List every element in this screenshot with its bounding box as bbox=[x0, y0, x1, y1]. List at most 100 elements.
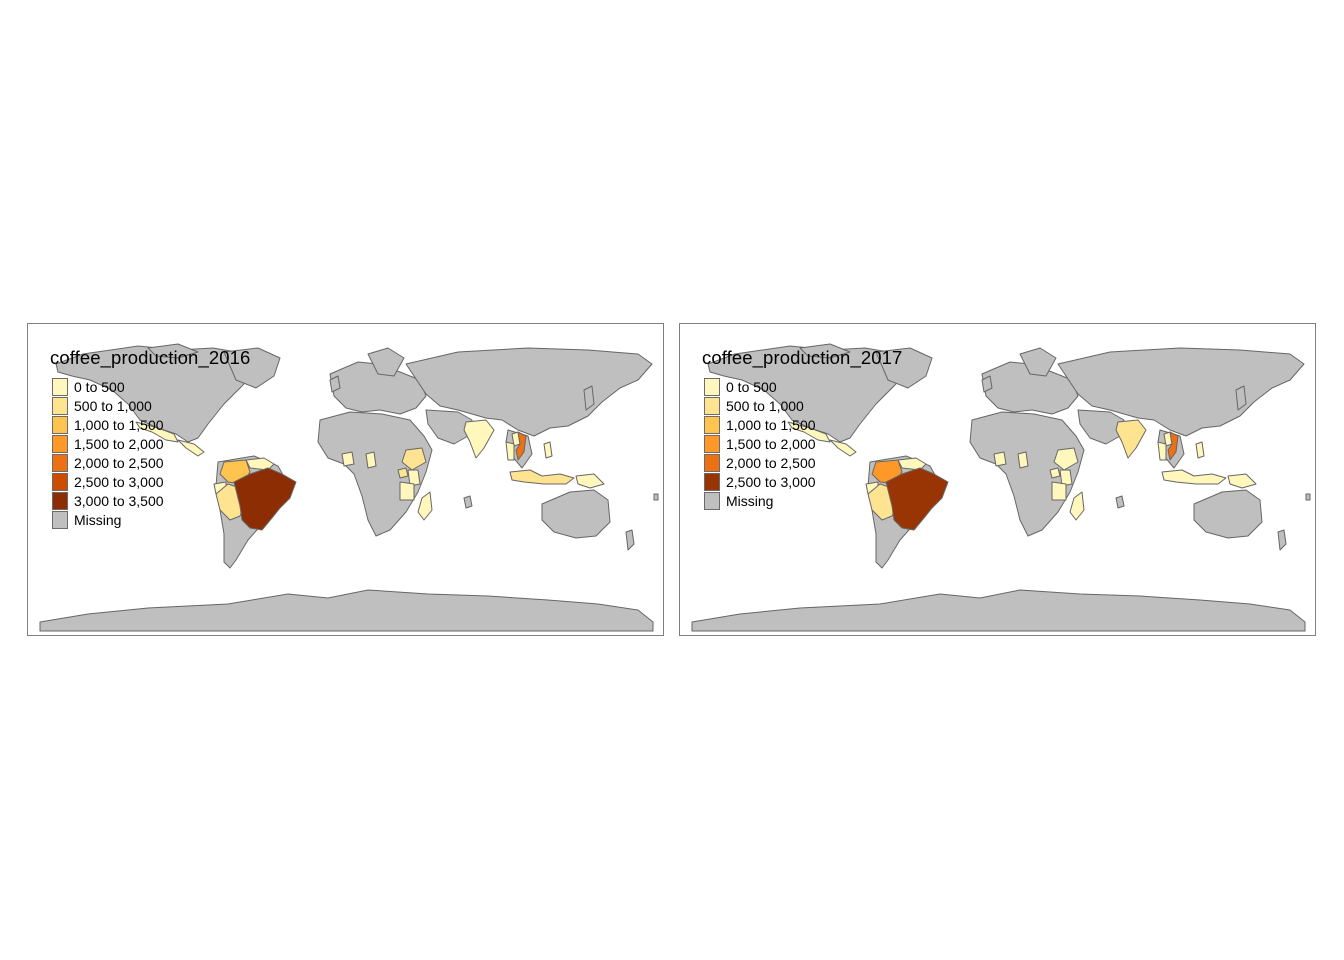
country-indonesia bbox=[1161, 469, 1227, 485]
region-japan bbox=[583, 385, 595, 411]
country-ethiopia bbox=[1053, 447, 1079, 471]
region-uk bbox=[329, 375, 341, 393]
map-title: coffee_production_2017 bbox=[702, 347, 903, 368]
country-png bbox=[575, 473, 605, 489]
country-thailand bbox=[505, 441, 515, 461]
legend-swatch bbox=[52, 396, 68, 415]
country-ivory-coast bbox=[341, 451, 355, 467]
legend-item: 0 to 500 bbox=[52, 377, 164, 396]
legend-item: 2,500 to 3,000 bbox=[52, 472, 164, 491]
region-africa bbox=[969, 411, 1085, 537]
region-small-island-1 bbox=[1115, 495, 1125, 509]
legend-label: 2,500 to 3,000 bbox=[726, 473, 816, 490]
world-map-2016 bbox=[39, 343, 659, 632]
legend-label: 0 to 500 bbox=[74, 378, 125, 395]
country-india bbox=[463, 419, 495, 459]
region-middle-east bbox=[425, 409, 473, 445]
country-uganda bbox=[397, 467, 409, 479]
legend-label: 2,000 to 2,500 bbox=[726, 454, 816, 471]
legend-swatch bbox=[704, 453, 720, 472]
legend-item: 3,000 to 3,500 bbox=[52, 491, 164, 510]
map-legend: 0 to 500 500 to 1,000 1,000 to 1,500 1,500 … bbox=[704, 377, 816, 510]
legend-item: 500 to 1,000 bbox=[52, 396, 164, 415]
region-australia bbox=[1193, 489, 1263, 539]
legend-swatch bbox=[52, 491, 68, 510]
country-philippines bbox=[1195, 441, 1205, 459]
legend-swatch bbox=[704, 377, 720, 396]
country-kenya bbox=[407, 469, 421, 487]
country-brazil bbox=[233, 467, 297, 531]
country-tanzania bbox=[399, 481, 415, 501]
legend-swatch bbox=[52, 510, 68, 529]
legend-swatch bbox=[704, 396, 720, 415]
legend-swatch bbox=[52, 415, 68, 434]
legend-item: 2,000 to 2,500 bbox=[52, 453, 164, 472]
legend-item: 500 to 1,000 bbox=[704, 396, 816, 415]
legend-label: 1,000 to 1,500 bbox=[74, 416, 164, 433]
legend-label: 1,500 to 2,000 bbox=[74, 435, 164, 452]
country-central-america bbox=[829, 439, 857, 457]
region-arctic-islands bbox=[799, 343, 851, 359]
legend-item: Missing bbox=[52, 510, 164, 529]
country-central-america bbox=[177, 439, 205, 457]
region-new-zealand bbox=[625, 529, 635, 551]
country-philippines bbox=[543, 441, 553, 459]
region-australia bbox=[541, 489, 611, 539]
country-indonesia bbox=[509, 469, 575, 485]
legend-label: 500 to 1,000 bbox=[74, 397, 152, 414]
region-middle-east bbox=[1077, 409, 1125, 445]
legend-item: 2,500 to 3,000 bbox=[704, 472, 816, 491]
region-asia bbox=[405, 347, 653, 437]
region-small-island-2 bbox=[653, 493, 659, 501]
legend-label: 0 to 500 bbox=[726, 378, 777, 395]
country-vietnam bbox=[1167, 431, 1179, 461]
legend-label: Missing bbox=[74, 511, 122, 528]
country-india bbox=[1115, 419, 1147, 459]
region-arctic-islands bbox=[147, 343, 199, 359]
legend-item: 1,000 to 1,500 bbox=[52, 415, 164, 434]
legend-swatch bbox=[704, 434, 720, 453]
legend-swatch bbox=[704, 491, 720, 510]
legend-label: 3,000 to 3,500 bbox=[74, 492, 164, 509]
country-png bbox=[1227, 473, 1257, 489]
legend-swatch bbox=[704, 472, 720, 491]
country-vietnam bbox=[515, 431, 527, 461]
legend-swatch bbox=[52, 453, 68, 472]
legend-item: 1,000 to 1,500 bbox=[704, 415, 816, 434]
country-madagascar bbox=[417, 491, 433, 521]
legend-label: 2,500 to 3,000 bbox=[74, 473, 164, 490]
country-venezuela bbox=[245, 457, 275, 471]
region-greenland bbox=[875, 347, 933, 389]
country-cameroon bbox=[1017, 451, 1029, 469]
region-small-island-1 bbox=[463, 495, 473, 509]
region-japan bbox=[1235, 385, 1247, 411]
country-brazil bbox=[885, 467, 949, 531]
country-mexico bbox=[787, 421, 831, 443]
country-uganda bbox=[1049, 467, 1061, 479]
legend-swatch bbox=[52, 377, 68, 396]
country-venezuela bbox=[897, 457, 927, 471]
region-small-island-2 bbox=[1305, 493, 1311, 501]
country-mexico bbox=[135, 421, 179, 443]
map-title: coffee_production_2016 bbox=[50, 347, 251, 368]
legend-item: 0 to 500 bbox=[704, 377, 816, 396]
region-africa bbox=[317, 411, 433, 537]
legend-item: 1,500 to 2,000 bbox=[52, 434, 164, 453]
region-greenland bbox=[223, 347, 281, 389]
region-antarctica bbox=[39, 589, 654, 632]
country-kenya bbox=[1059, 469, 1073, 487]
region-new-zealand bbox=[1277, 529, 1287, 551]
map-panel-2017: coffee_production_2017 0 to 500 500 to 1,… bbox=[679, 323, 1316, 636]
region-antarctica bbox=[691, 589, 1306, 632]
legend-label: 1,000 to 1,500 bbox=[726, 416, 816, 433]
legend-item: 2,000 to 2,500 bbox=[704, 453, 816, 472]
legend-item: 1,500 to 2,000 bbox=[704, 434, 816, 453]
legend-label: 2,000 to 2,500 bbox=[74, 454, 164, 471]
legend-swatch bbox=[52, 472, 68, 491]
world-map-2017 bbox=[691, 343, 1311, 632]
legend-swatch bbox=[52, 434, 68, 453]
legend-label: Missing bbox=[726, 492, 774, 509]
country-ethiopia bbox=[401, 447, 427, 471]
country-tanzania bbox=[1051, 481, 1067, 501]
country-ivory-coast bbox=[993, 451, 1007, 467]
